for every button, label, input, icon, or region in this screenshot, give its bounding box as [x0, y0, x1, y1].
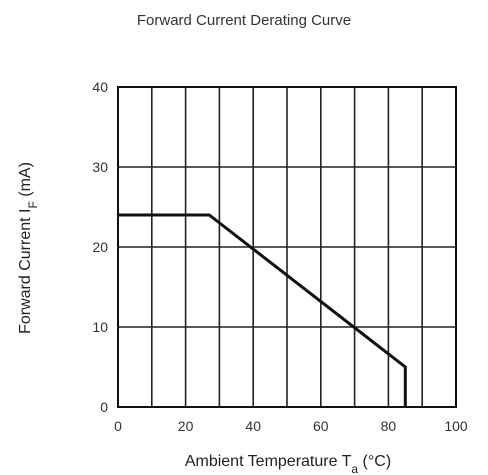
y-tick-label-0: 0 — [100, 399, 108, 415]
x-tick-label-2: 40 — [245, 418, 261, 434]
y-tick-label-4: 40 — [92, 79, 108, 95]
x-tick-label-1: 20 — [178, 418, 194, 434]
y-tick-label-1: 10 — [92, 319, 108, 335]
x-tick-label-3: 60 — [313, 418, 329, 434]
chart-title: Forward Current Derating Curve — [136, 12, 352, 29]
series-line-0 — [118, 213, 407, 407]
grid-lines — [117, 86, 457, 408]
y-axis-label: Forward Current IF (mA) — [17, 162, 40, 334]
x-tick-label-0: 0 — [114, 418, 122, 434]
y-tick-label-2: 20 — [92, 239, 108, 255]
y-tick-label-3: 30 — [92, 159, 108, 175]
series-layer — [118, 213, 407, 407]
x-tick-label-5: 100 — [444, 418, 468, 434]
y-axis-label-sub: F — [26, 201, 40, 208]
y-axis-label-main: Forward Current I — [17, 209, 34, 334]
x-axis-label: Ambient Temperature Ta (°C) — [185, 453, 391, 475]
x-axis-label-unit: (°C) — [358, 453, 391, 470]
x-tick-label-4: 80 — [381, 418, 397, 434]
x-axis-label-sub: a — [351, 462, 358, 475]
x-axis-label-main: Ambient Temperature T — [185, 453, 352, 470]
tick-labels: 0 20 40 60 80 100 0 10 20 30 40 — [92, 79, 467, 434]
plot-frame — [117, 86, 457, 408]
y-axis-label-unit: (mA) — [17, 162, 34, 201]
